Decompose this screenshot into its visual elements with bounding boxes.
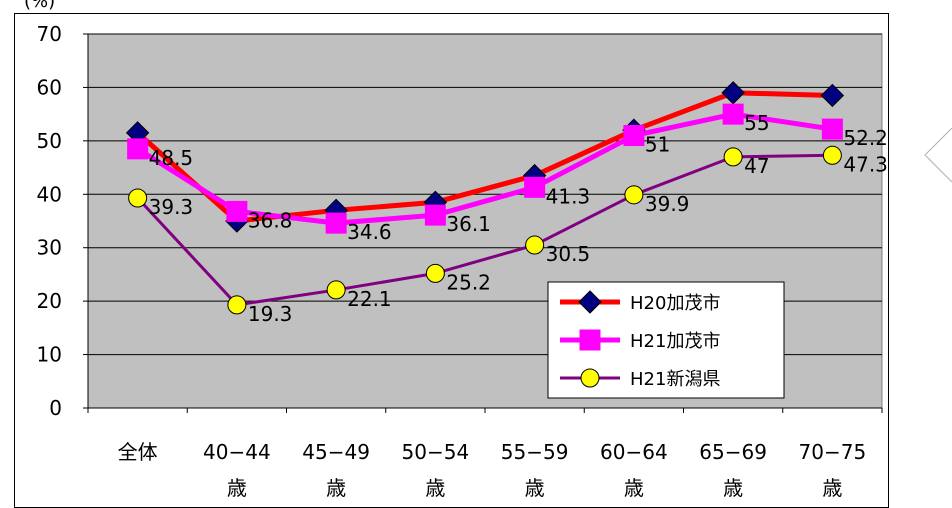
callout-arrow-icon xyxy=(0,0,952,502)
